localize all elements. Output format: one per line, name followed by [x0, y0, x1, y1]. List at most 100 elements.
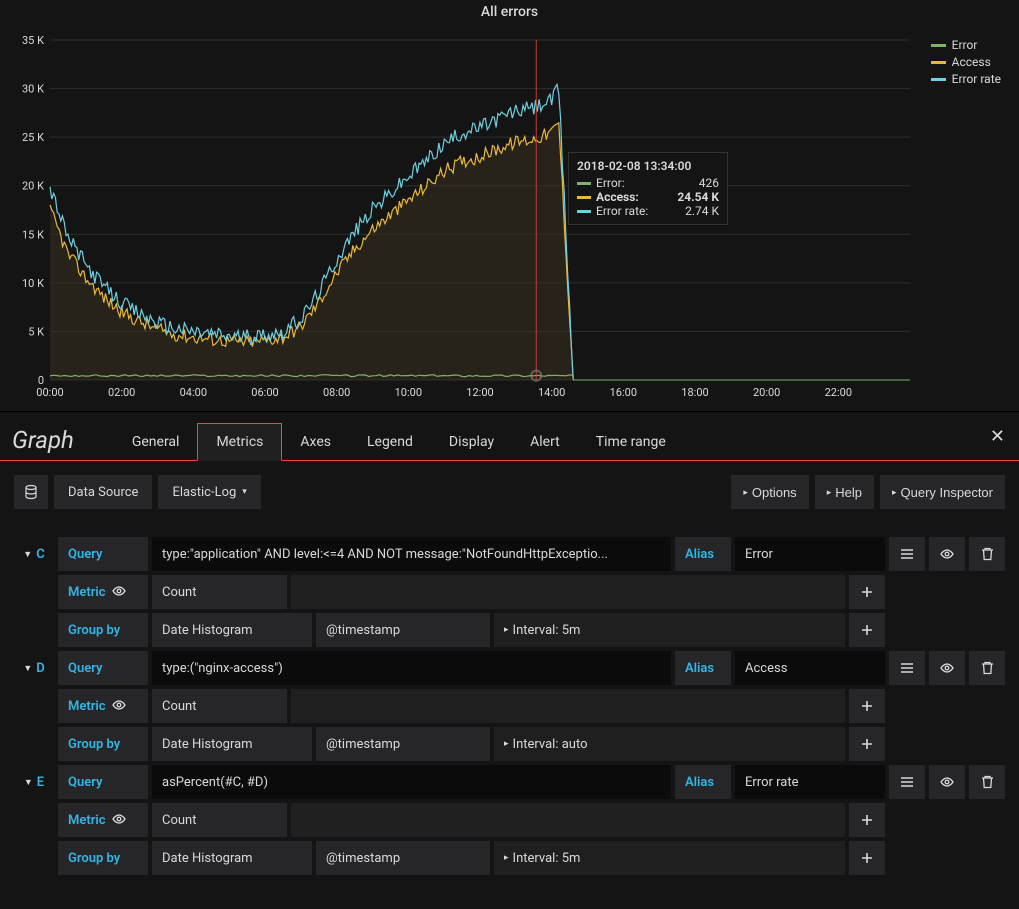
tooltip-label: Error:: [596, 176, 625, 190]
query-input[interactable]: asPercent(#C, #D): [152, 765, 671, 799]
svg-text:18:00: 18:00: [681, 386, 708, 399]
groupby-key-label: Group by: [58, 727, 148, 761]
tooltip-swatch: [577, 196, 591, 199]
legend-swatch: [931, 44, 946, 47]
metric-add-icon[interactable]: [849, 803, 885, 837]
groupby-add-icon[interactable]: [849, 613, 885, 647]
tab-legend[interactable]: Legend: [349, 424, 431, 460]
query-key-label: Query: [58, 651, 148, 685]
chart-container[interactable]: 05 K10 K15 K20 K25 K30 K35 K00:0002:0004…: [8, 24, 1011, 403]
datasource-row: Data Source Elastic-Log ▾ ▸Options ▸Help…: [14, 475, 1005, 509]
chevron-down-icon: ▾: [242, 487, 247, 497]
svg-text:22:00: 22:00: [825, 386, 852, 399]
metric-key-label: Metric: [58, 803, 148, 837]
tab-alert[interactable]: Alert: [512, 424, 578, 460]
tab-metrics[interactable]: Metrics: [197, 423, 282, 461]
svg-text:10:00: 10:00: [395, 386, 422, 399]
query-key-label: Query: [58, 537, 148, 571]
tooltip-row: Error: 426: [577, 176, 719, 190]
svg-text:35 K: 35 K: [22, 34, 44, 47]
groupby-add-icon[interactable]: [849, 727, 885, 761]
groupby-key-label: Group by: [58, 841, 148, 875]
alias-input[interactable]: Error: [735, 537, 885, 571]
svg-text:20 K: 20 K: [22, 180, 44, 193]
row-delete-icon[interactable]: [969, 537, 1005, 571]
query-input[interactable]: type:"application" AND level:<=4 AND NOT…: [152, 537, 671, 571]
query-input[interactable]: type:("nginx-access"): [152, 651, 671, 685]
tooltip-timestamp: 2018-02-08 13:34:00: [577, 159, 719, 173]
metric-extra[interactable]: [291, 575, 845, 609]
chart-title: All errors: [8, 4, 1011, 20]
alias-input[interactable]: Error rate: [735, 765, 885, 799]
datasource-label: Data Source: [54, 475, 152, 509]
groupby-field-select[interactable]: @timestamp: [316, 841, 490, 875]
row-visibility-icon[interactable]: [929, 765, 965, 799]
metric-extra[interactable]: [291, 689, 845, 723]
legend-item[interactable]: Error rate: [931, 72, 1001, 86]
svg-text:06:00: 06:00: [251, 386, 278, 399]
metric-add-icon[interactable]: [849, 689, 885, 723]
chart-svg: 05 K10 K15 K20 K25 K30 K35 K00:0002:0004…: [8, 24, 1008, 399]
caret-right-icon: ▸: [743, 487, 748, 498]
tab-time-range[interactable]: Time range: [578, 424, 684, 460]
options-button[interactable]: ▸Options: [731, 475, 808, 509]
groupby-type-select[interactable]: Date Histogram: [152, 727, 312, 761]
metric-add-icon[interactable]: [849, 575, 885, 609]
eye-icon[interactable]: [112, 698, 126, 715]
svg-text:04:00: 04:00: [180, 386, 207, 399]
row-menu-icon[interactable]: [889, 765, 925, 799]
datasource-select[interactable]: Elastic-Log ▾: [158, 475, 260, 509]
metric-extra[interactable]: [291, 803, 845, 837]
chart-panel: All errors 05 K10 K15 K20 K25 K30 K35 K0…: [0, 0, 1019, 411]
metric-select[interactable]: Count: [152, 575, 287, 609]
svg-text:10 K: 10 K: [22, 277, 44, 290]
legend-item[interactable]: Error: [931, 38, 1001, 52]
metrics-editor: Data Source Elastic-Log ▾ ▸Options ▸Help…: [0, 461, 1019, 893]
row-menu-icon[interactable]: [889, 537, 925, 571]
svg-text:16:00: 16:00: [610, 386, 637, 399]
svg-text:14:00: 14:00: [538, 386, 565, 399]
row-visibility-icon[interactable]: [929, 651, 965, 685]
query-toggle-E[interactable]: ▼E: [14, 765, 54, 799]
close-icon[interactable]: ✕: [990, 426, 1005, 447]
legend-label: Error rate: [952, 72, 1001, 86]
groupby-add-icon[interactable]: [849, 841, 885, 875]
legend-label: Access: [952, 55, 991, 69]
groupby-field-select[interactable]: @timestamp: [316, 727, 490, 761]
groupby-interval[interactable]: ▸Interval: 5m: [494, 841, 845, 875]
groupby-interval[interactable]: ▸Interval: 5m: [494, 613, 845, 647]
groupby-type-select[interactable]: Date Histogram: [152, 841, 312, 875]
row-delete-icon[interactable]: [969, 651, 1005, 685]
legend-label: Error: [952, 38, 978, 52]
row-menu-icon[interactable]: [889, 651, 925, 685]
groupby-field-select[interactable]: @timestamp: [316, 613, 490, 647]
query-inspector-button[interactable]: ▸Query Inspector: [880, 475, 1005, 509]
legend-item[interactable]: Access: [931, 55, 1001, 69]
groupby-interval[interactable]: ▸Interval: auto: [494, 727, 845, 761]
groupby-type-select[interactable]: Date Histogram: [152, 613, 312, 647]
alias-input[interactable]: Access: [735, 651, 885, 685]
tab-general[interactable]: General: [114, 424, 198, 460]
alias-key-label: Alias: [675, 537, 731, 571]
row-delete-icon[interactable]: [969, 765, 1005, 799]
tooltip-label: Access:: [596, 190, 639, 204]
alias-key-label: Alias: [675, 765, 731, 799]
tooltip-value: 24.54 K: [677, 190, 719, 204]
help-button[interactable]: ▸Help: [815, 475, 874, 509]
tooltip-row: Error rate: 2.74 K: [577, 204, 719, 218]
tab-axes[interactable]: Axes: [282, 424, 349, 460]
svg-text:25 K: 25 K: [22, 131, 44, 144]
caret-right-icon: ▸: [827, 487, 832, 498]
metric-select[interactable]: Count: [152, 803, 287, 837]
query-key-label: Query: [58, 765, 148, 799]
row-visibility-icon[interactable]: [929, 537, 965, 571]
datasource-icon[interactable]: [14, 475, 48, 509]
tab-display[interactable]: Display: [431, 424, 512, 460]
metric-select[interactable]: Count: [152, 689, 287, 723]
eye-icon[interactable]: [112, 812, 126, 829]
query-toggle-C[interactable]: ▼C: [14, 537, 54, 571]
eye-icon[interactable]: [112, 584, 126, 601]
query-toggle-D[interactable]: ▼D: [14, 651, 54, 685]
query-list: ▼CQuerytype:"application" AND level:<=4 …: [14, 537, 1005, 875]
datasource-selected: Elastic-Log: [172, 485, 236, 500]
